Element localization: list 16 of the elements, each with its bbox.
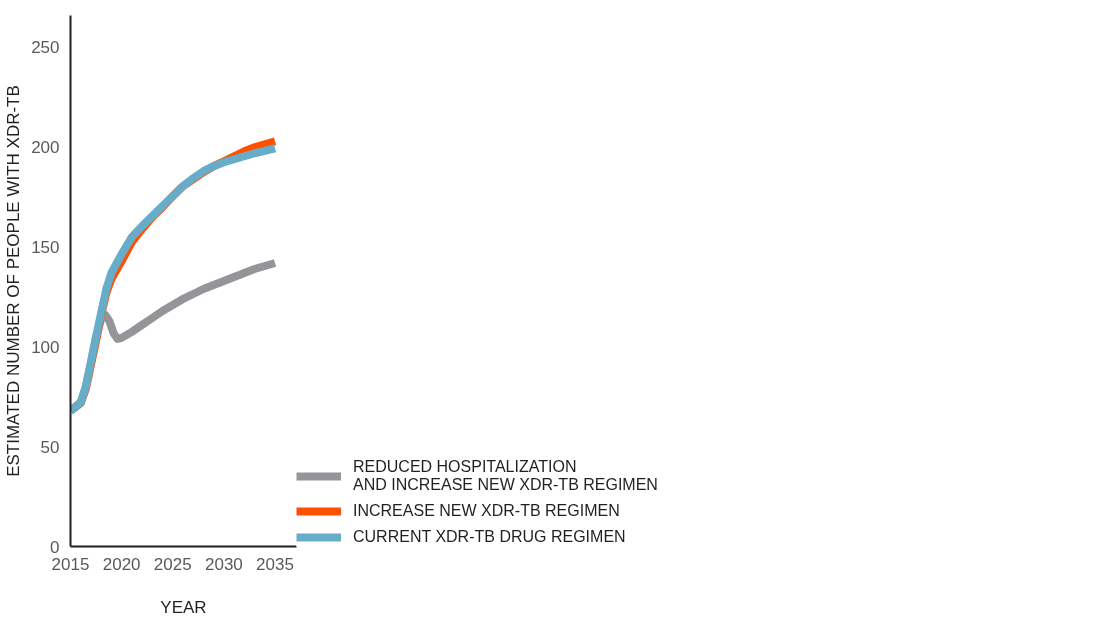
y-tick-label: 100: [31, 337, 60, 357]
x-tick-label: 2025: [153, 554, 192, 574]
legend-label: CURRENT XDR-TB DRUG REGIMEN: [353, 528, 626, 546]
x-tick-label: 2020: [102, 554, 141, 574]
x-tick-label: 2015: [51, 554, 90, 574]
x-tick-label: 2035: [256, 554, 294, 574]
y-tick-label: 150: [31, 238, 60, 258]
x-tick-label: 2030: [204, 554, 243, 574]
y-tick-label: 250: [31, 38, 60, 58]
legend-label: REDUCED HOSPITALIZATION AND INCREASE NEW XDR-TB REGIMEN: [353, 458, 658, 494]
y-tick-label: 200: [31, 138, 60, 158]
legend-label: INCREASE NEW XDR-TB REGIMEN: [353, 502, 620, 520]
y-tick-label: 0: [50, 537, 60, 557]
y-axis-title: ESTIMATED NUMBER OF PEOPLE WITH XDR-TB: [4, 85, 24, 477]
x-axis-title: YEAR: [160, 597, 207, 617]
y-tick-label: 50: [40, 437, 60, 457]
